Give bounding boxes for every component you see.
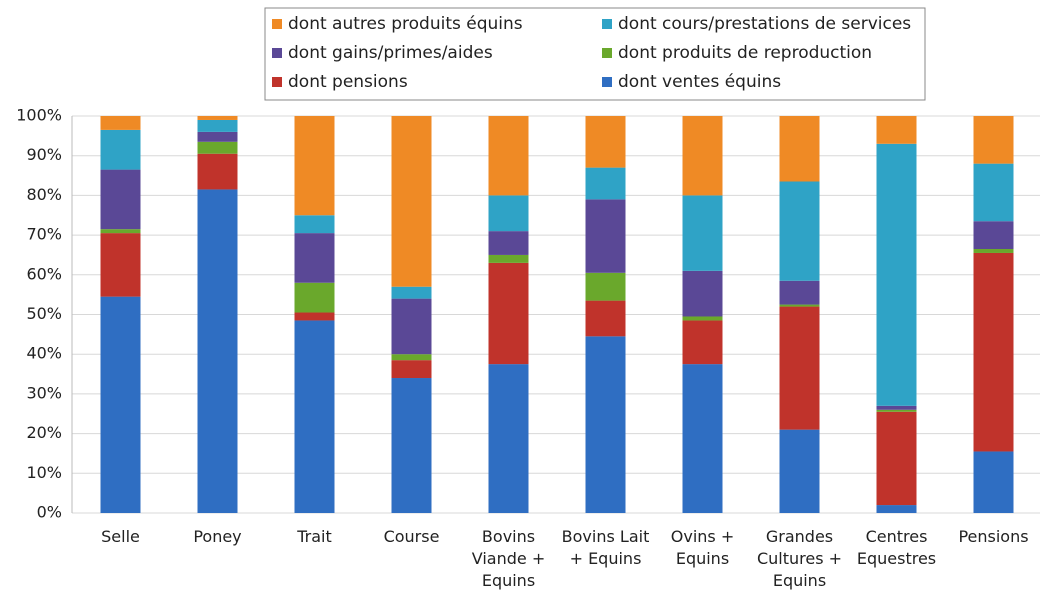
bar-segment bbox=[973, 163, 1014, 222]
x-tick-label: Centres Equestres bbox=[856, 527, 937, 568]
y-tick-label: 80% bbox=[26, 185, 62, 204]
bar-segment bbox=[391, 286, 432, 299]
bar-segment bbox=[585, 272, 626, 301]
bar-segment bbox=[876, 505, 917, 513]
bar-segment bbox=[779, 306, 820, 430]
bar-segment bbox=[391, 354, 432, 361]
bar-segment bbox=[585, 336, 626, 513]
y-tick-label: 50% bbox=[26, 304, 62, 323]
bar-segment bbox=[294, 320, 335, 513]
legend-label: dont cours/prestations de services bbox=[618, 14, 911, 34]
bar-segment bbox=[100, 169, 141, 230]
y-tick-label: 100% bbox=[16, 106, 62, 125]
y-tick-label: 40% bbox=[26, 344, 62, 363]
bar-segment bbox=[197, 141, 238, 154]
bar-segment bbox=[779, 181, 820, 281]
bar-segment bbox=[682, 116, 723, 196]
x-tick-label: Trait bbox=[297, 527, 332, 546]
bar-segment bbox=[779, 116, 820, 182]
bar-segment bbox=[197, 189, 238, 513]
y-tick-label: 90% bbox=[26, 145, 62, 164]
x-tick-label: Pensions bbox=[958, 527, 1029, 546]
bar-segment bbox=[488, 262, 529, 365]
bar-segment bbox=[294, 282, 335, 313]
bar-segment bbox=[682, 270, 723, 317]
legend-label: dont ventes équins bbox=[618, 72, 781, 92]
legend-swatch bbox=[602, 48, 612, 58]
bar-segment bbox=[682, 320, 723, 365]
bar-segment bbox=[876, 411, 917, 506]
bar-segment bbox=[973, 451, 1014, 513]
x-tick-label: Ovins + Equins bbox=[670, 527, 735, 568]
bar-segment bbox=[876, 405, 917, 410]
x-tick-label: Grandes Cultures + Equins bbox=[756, 527, 843, 590]
bar-segment bbox=[973, 116, 1014, 164]
bar-segment bbox=[585, 300, 626, 337]
y-tick-label: 0% bbox=[37, 503, 62, 522]
legend-swatch bbox=[602, 77, 612, 87]
bar-segment bbox=[197, 153, 238, 190]
y-tick-label: 60% bbox=[26, 264, 62, 283]
bar-segment bbox=[876, 116, 917, 144]
x-tick-label: Course bbox=[383, 527, 440, 546]
bar-segment bbox=[391, 116, 432, 287]
bar-segment bbox=[100, 233, 141, 297]
bar-segment bbox=[294, 215, 335, 234]
bar-segment bbox=[682, 195, 723, 271]
bar-segment bbox=[100, 116, 141, 130]
bar-segment bbox=[973, 252, 1014, 452]
legend-swatch bbox=[272, 19, 282, 29]
bar-segment bbox=[876, 143, 917, 406]
bar-segment bbox=[294, 312, 335, 321]
bar-segment bbox=[779, 429, 820, 513]
bar-segment bbox=[682, 364, 723, 513]
bar-segment bbox=[488, 364, 529, 513]
legend-swatch bbox=[272, 77, 282, 87]
bar-segment bbox=[197, 116, 238, 120]
legend-label: dont gains/primes/aides bbox=[288, 43, 493, 63]
y-tick-label: 20% bbox=[26, 423, 62, 442]
x-tick-label: Poney bbox=[193, 527, 242, 546]
bar-segment bbox=[585, 167, 626, 200]
bar-segment bbox=[973, 221, 1014, 249]
legend-swatch bbox=[602, 19, 612, 29]
bar-segment bbox=[294, 233, 335, 283]
x-tick-label: Bovins Lait + Equins bbox=[561, 527, 650, 568]
bar-segment bbox=[391, 298, 432, 355]
bar-segment bbox=[391, 360, 432, 379]
bar-segment bbox=[488, 231, 529, 255]
legend-box bbox=[264, 7, 926, 101]
legend-swatch bbox=[272, 48, 282, 58]
legend-label: dont produits de reproduction bbox=[618, 43, 872, 63]
x-tick-label: Selle bbox=[101, 527, 140, 546]
bar-segment bbox=[779, 304, 820, 307]
bar-segment bbox=[585, 116, 626, 168]
y-tick-label: 70% bbox=[26, 225, 62, 244]
bar-segment bbox=[585, 199, 626, 273]
y-tick-label: 30% bbox=[26, 383, 62, 402]
bar-segment bbox=[391, 378, 432, 513]
bar-segment bbox=[779, 280, 820, 305]
bar-segment bbox=[488, 254, 529, 263]
bar-segment bbox=[682, 316, 723, 321]
bar-segment bbox=[488, 195, 529, 232]
x-tick-label: Bovins Viande + Equins bbox=[471, 527, 546, 590]
bar-segment bbox=[100, 229, 141, 234]
bar-segment bbox=[488, 116, 529, 196]
bar-segment bbox=[294, 116, 335, 216]
legend-label: dont pensions bbox=[288, 72, 408, 92]
bar-segment bbox=[197, 119, 238, 132]
bar-segment bbox=[100, 129, 141, 170]
legend-label: dont autres produits équins bbox=[288, 14, 523, 34]
bar-segment bbox=[100, 296, 141, 513]
bar-segment bbox=[197, 131, 238, 142]
bar-segment bbox=[876, 409, 917, 412]
bar-segment bbox=[973, 248, 1014, 253]
y-tick-label: 10% bbox=[26, 463, 62, 482]
